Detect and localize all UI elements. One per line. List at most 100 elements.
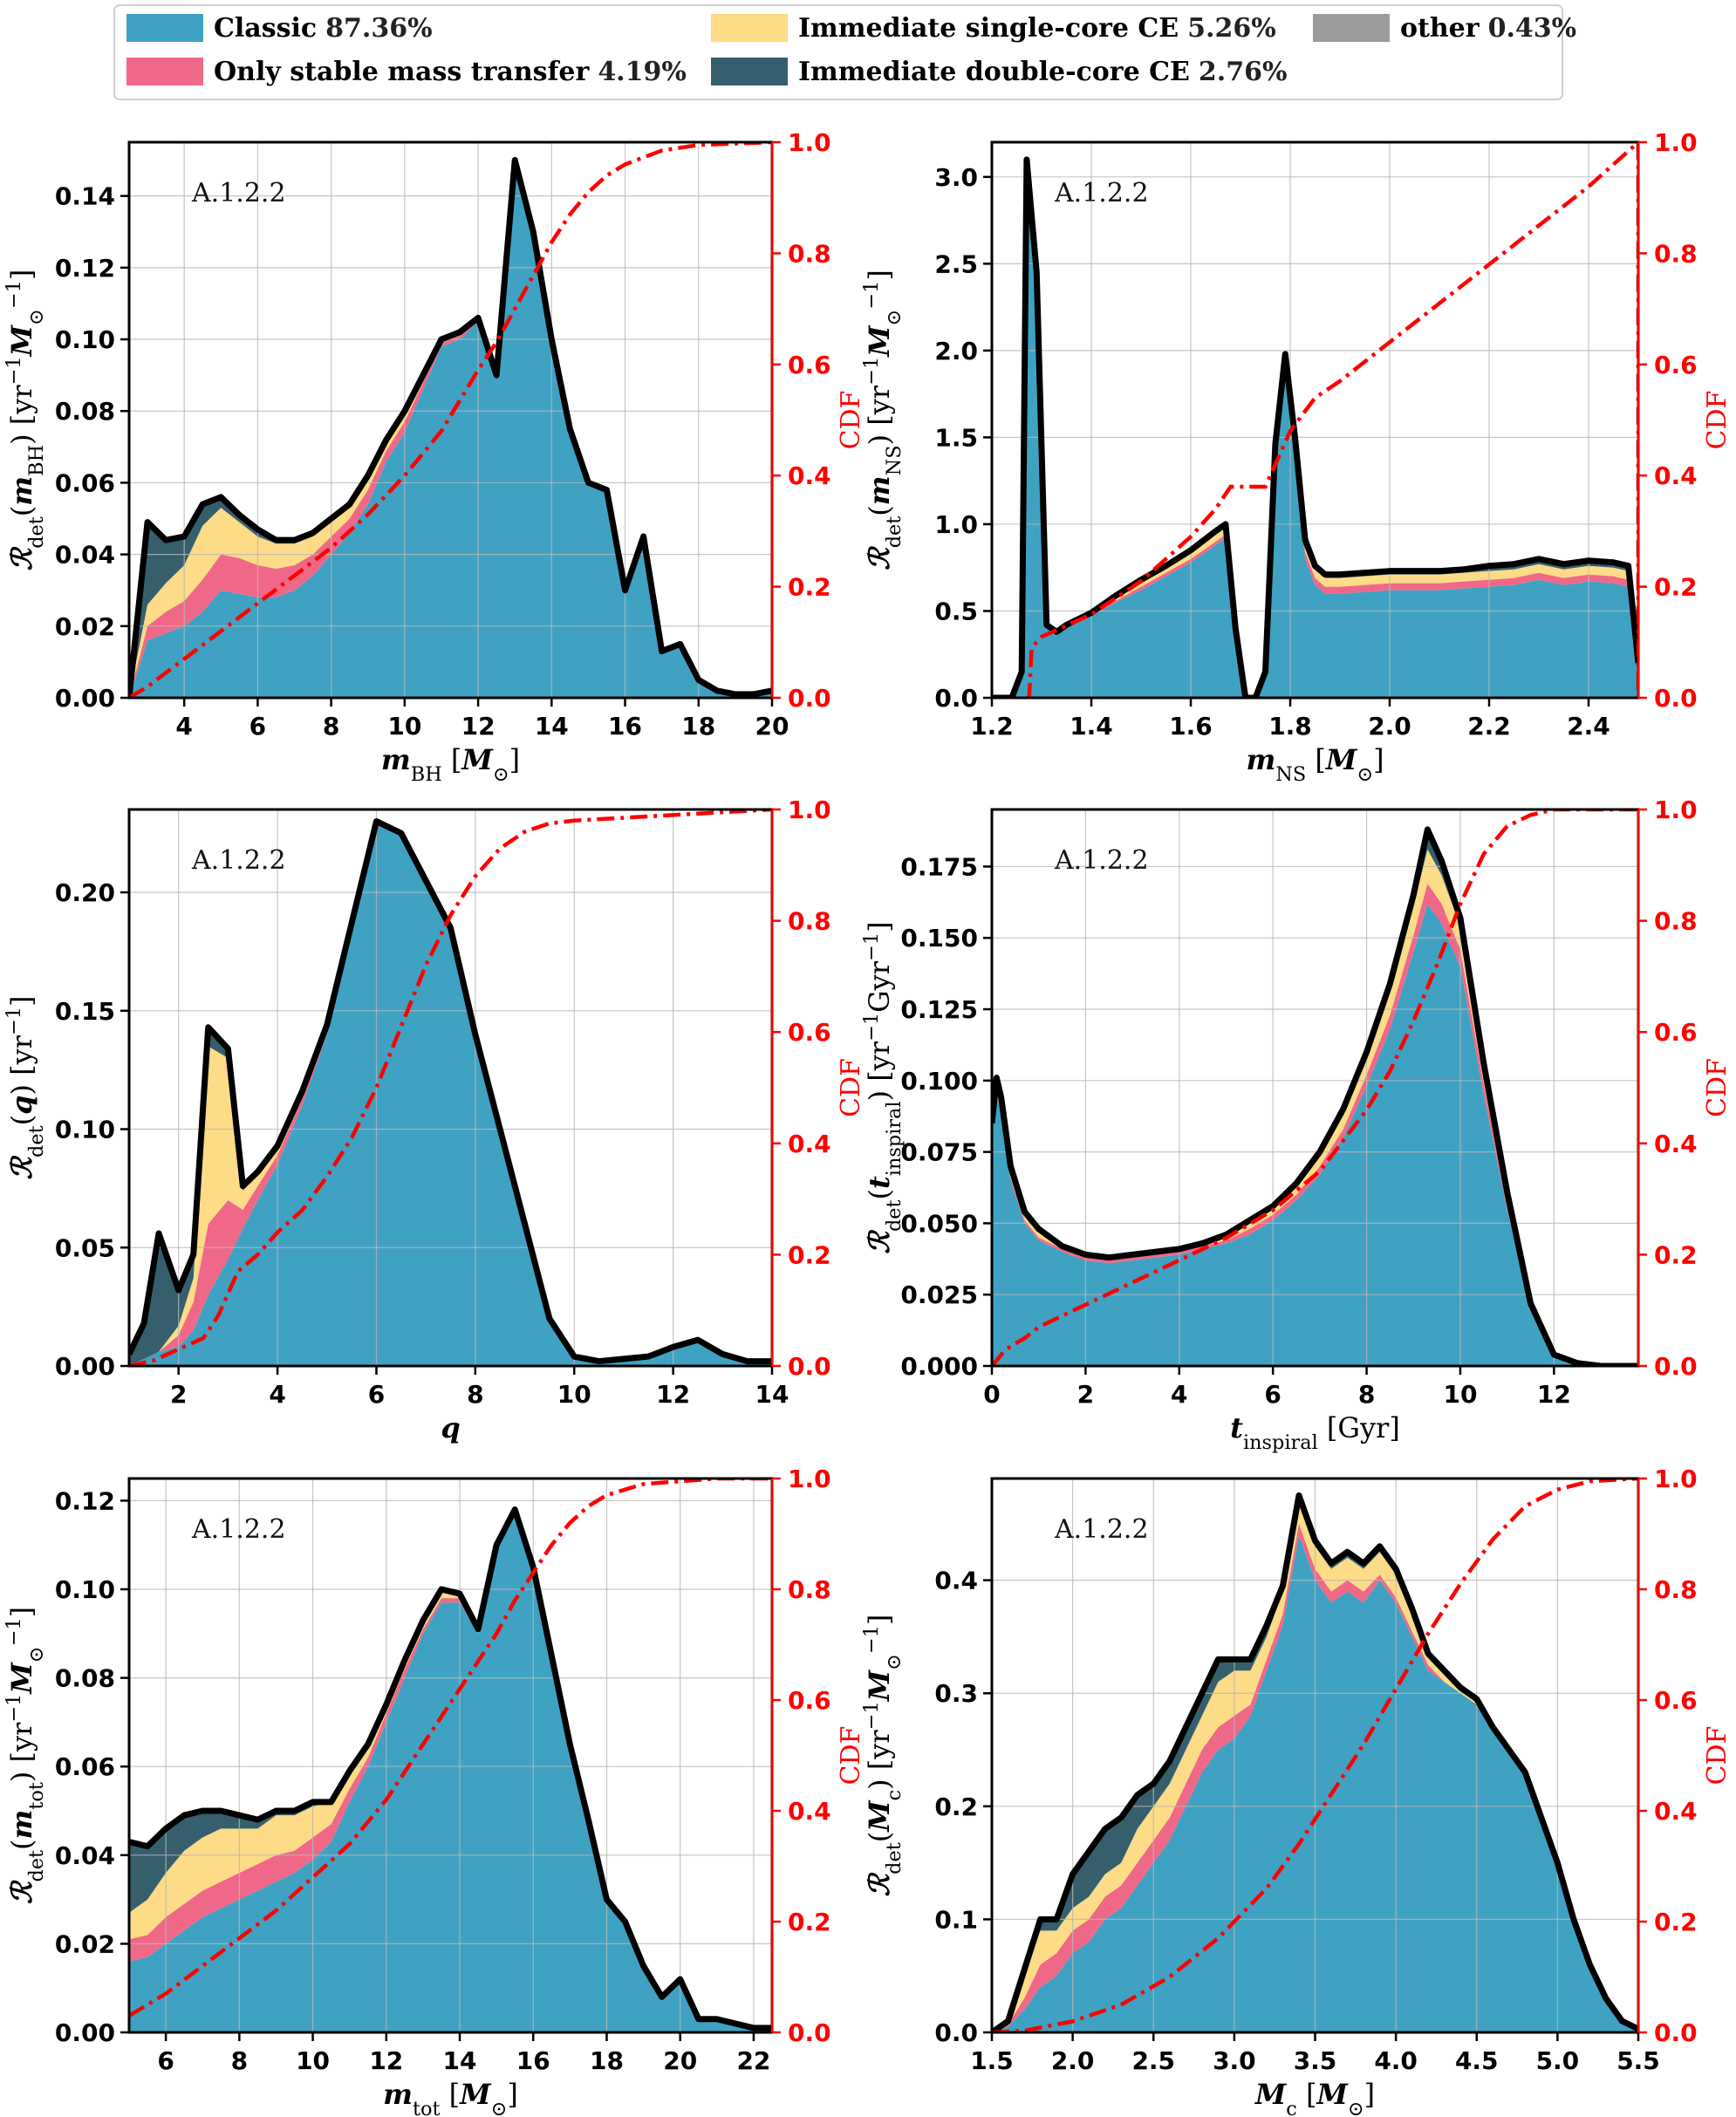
cdf-line — [129, 142, 772, 698]
cdf-tick-label: 1.0 — [788, 128, 831, 157]
total-rate-line — [129, 157, 772, 698]
cdf-tick-label: 0.8 — [788, 239, 831, 268]
y-tick-label: 1.5 — [934, 423, 978, 452]
run-tag: A.1.2.2 — [191, 845, 286, 876]
x-tick-label: 20 — [755, 712, 789, 741]
cdf-tick-label: 0.6 — [788, 1686, 831, 1715]
cdf-tick-label: 0.0 — [788, 1352, 831, 1381]
area-classic — [129, 826, 772, 1366]
y-tick-label: 0.06 — [55, 468, 115, 497]
total-rate-line — [992, 156, 1638, 698]
legend-label: other 0.43% — [1400, 13, 1576, 44]
x-tick-label: 12 — [369, 2046, 403, 2075]
x-tick-label: 4.5 — [1455, 2046, 1499, 2075]
cdf-line — [129, 809, 772, 1366]
y-tick-label: 0.5 — [934, 597, 978, 625]
x-tick-label: 10 — [387, 712, 421, 741]
stacked-areas — [129, 1509, 772, 2032]
total-rate-line — [992, 826, 1638, 1366]
legend-entry: Classic 87.36% — [126, 13, 433, 44]
legend-label: Immediate single-core CE 5.26% — [798, 13, 1276, 44]
cdf-tick-label: 0.6 — [1654, 1686, 1698, 1715]
y-tick-label: 0.12 — [55, 254, 115, 283]
cdf-tick-label: 0.4 — [1654, 1797, 1698, 1826]
cdf-tick-label: 0.8 — [1654, 239, 1698, 268]
legend-swatch — [711, 14, 788, 42]
grid — [129, 142, 773, 699]
x-tick-label: 6 — [1264, 1380, 1281, 1409]
cdf-tick-label: 0.0 — [1654, 684, 1698, 713]
stacked-areas — [992, 159, 1638, 698]
x-tick-label: 2 — [1077, 1380, 1094, 1409]
x-tick-label: 2.5 — [1131, 2046, 1175, 2075]
cdf-tick-label: 0.4 — [788, 1130, 831, 1158]
y-tick-label: 0.20 — [55, 878, 115, 907]
cdf-axis-label: CDF — [1702, 391, 1733, 450]
y-tick-label: 0.175 — [900, 852, 978, 881]
y-tick-label: 0.10 — [55, 1116, 115, 1144]
cdf-tick-label: 1.0 — [788, 796, 831, 824]
y-tick-label: 0.14 — [55, 182, 115, 211]
area-classic — [992, 903, 1638, 1366]
cdf-tick-label: 0.2 — [788, 1908, 831, 1936]
y-axis-label: ℛdet(mNS) [yr−1M⊙−1] — [860, 270, 906, 570]
y-tick-label: 0.05 — [55, 1233, 115, 1262]
area-classic — [992, 159, 1638, 698]
cdf-tick-label: 0.8 — [1654, 1575, 1698, 1604]
x-tick-label: 1.2 — [970, 712, 1014, 741]
cdf-axis-label: CDF — [836, 1058, 866, 1117]
y-tick-label: 0.075 — [900, 1138, 978, 1167]
x-tick-label: 5.0 — [1536, 2046, 1580, 2075]
x-tick-label: 22 — [736, 2046, 770, 2075]
y-tick-label: 0.3 — [934, 1679, 978, 1708]
cdf-tick-label: 0.2 — [1654, 1908, 1698, 1936]
panel-5: 6 8 10 12 14 16 18 20 22 0.00 0.02 0.04 0.06 0.08 0.10… — [3, 1465, 866, 2117]
cdf-tick-label: 0.4 — [788, 461, 831, 490]
y-tick-label: 0.125 — [900, 995, 978, 1024]
x-tick-label: 4 — [175, 712, 192, 741]
y-axis-label: ℛdet(tinspiral) [yr−1Gyr−1] — [860, 921, 906, 1253]
cdf-tick-label: 0.2 — [1654, 1240, 1698, 1269]
x-tick-label: 0 — [983, 1380, 1000, 1409]
x-tick-label: 3.0 — [1213, 2046, 1256, 2075]
x-tick-label: 8 — [231, 2046, 248, 2075]
x-tick-label: 2.4 — [1567, 712, 1610, 741]
grid — [129, 1478, 772, 2033]
cdf-tick-label: 0.2 — [788, 573, 831, 602]
y-tick-label: 0.000 — [900, 1352, 978, 1381]
cdf-tick-label: 0.8 — [788, 1575, 831, 1604]
y-tick-label: 0.0 — [934, 684, 978, 713]
legend-swatch — [126, 14, 203, 42]
x-tick-label: 16 — [608, 712, 642, 741]
x-tick-label: 1.6 — [1169, 712, 1213, 741]
x-tick-label: 4.0 — [1374, 2046, 1418, 2075]
legend-label: Immediate double-core CE 2.76% — [798, 57, 1287, 87]
y-tick-label: 0.15 — [55, 997, 115, 1026]
x-tick-label: 1.8 — [1268, 712, 1312, 741]
area-only-stable-mass-transfer — [129, 823, 772, 1366]
total-rate-line — [129, 818, 772, 1365]
y-axis-label: ℛdet(q) [yr−1] — [3, 996, 48, 1180]
x-axis-label: mNS [M⊙] — [1246, 743, 1384, 786]
panel-1: 4 6 8 10 12 14 16 18 20 0.00 0.02 0.04 0.06 0.08 0.10 0… — [3, 128, 866, 786]
y-tick-label: 1.0 — [934, 510, 978, 539]
x-tick-label: 2.2 — [1467, 712, 1511, 741]
cdf-axis-label: CDF — [836, 1726, 866, 1786]
x-tick-label: 2.0 — [1051, 2046, 1095, 2075]
cdf-axis-label: CDF — [1702, 1058, 1733, 1117]
run-tag: A.1.2.2 — [191, 1514, 286, 1545]
cdf-axis-label: CDF — [1702, 1726, 1733, 1786]
x-tick-label: 6 — [157, 2046, 174, 2075]
x-axis-label: mBH [M⊙] — [381, 743, 520, 786]
cdf-tick-label: 0.6 — [788, 1018, 831, 1047]
stacked-areas — [129, 160, 772, 698]
area-classic — [129, 160, 772, 698]
grid — [991, 142, 1638, 699]
x-tick-label: 1.5 — [970, 2046, 1014, 2075]
x-tick-label: 18 — [590, 2046, 624, 2075]
y-tick-label: 0.02 — [55, 1929, 115, 1958]
cdf-tick-label: 0.6 — [1654, 1018, 1698, 1047]
legend-label: Classic 87.36% — [214, 13, 433, 44]
x-tick-label: 6 — [249, 712, 266, 741]
